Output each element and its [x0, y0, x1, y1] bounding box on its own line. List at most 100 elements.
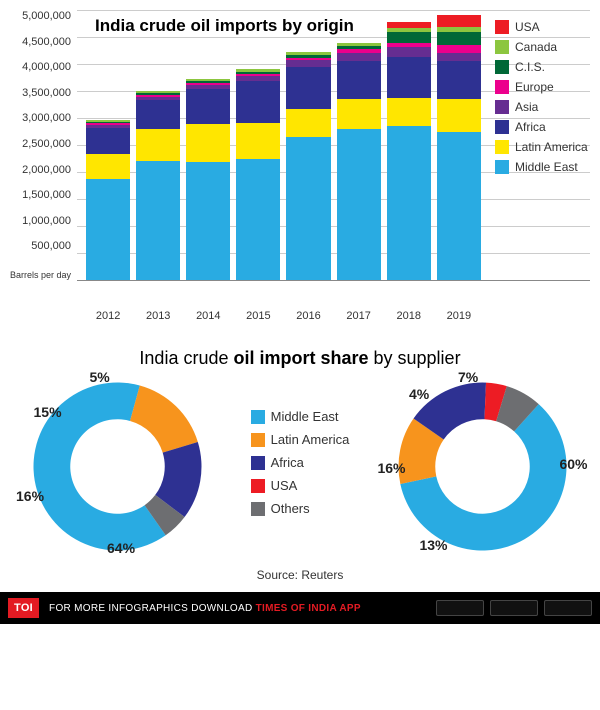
y-tick: 4,500,000	[22, 36, 71, 48]
bar-segment-latin_america	[387, 98, 431, 127]
legend-item: Others	[251, 501, 350, 516]
bar-column	[236, 69, 280, 280]
legend-item: USA	[495, 20, 590, 34]
swatch	[251, 433, 265, 447]
bar-column	[387, 22, 431, 280]
bar-segment-africa	[136, 100, 180, 129]
bar-segment-cis	[387, 32, 431, 43]
legend-label: Latin America	[271, 432, 350, 447]
bar-column	[337, 43, 381, 280]
y-tick: 2,500,000	[22, 138, 71, 150]
bar-segment-africa	[86, 128, 130, 154]
bar-segment-africa	[437, 61, 481, 99]
bar-legend: USACanadaC.I.S.EuropeAsiaAfricaLatin Ame…	[495, 20, 590, 180]
footer: TOI FOR MORE INFOGRAPHICS DOWNLOAD TIMES…	[0, 592, 600, 624]
swatch	[495, 140, 509, 154]
toi-badge: TOI	[8, 598, 39, 618]
bar-segment-middle_east	[186, 162, 230, 280]
swatch	[251, 479, 265, 493]
bar-segment-middle_east	[86, 179, 130, 280]
bar-segment-africa	[387, 57, 431, 98]
donut-title: India crude oil import share by supplier	[10, 348, 590, 369]
y-tick: 1,500,000	[22, 189, 71, 201]
legend-item: Middle East	[495, 160, 590, 174]
bar-chart: 5,000,0004,500,0004,000,0003,500,0003,00…	[10, 10, 590, 330]
bar-segment-asia	[437, 53, 481, 61]
donut-label: 16%	[16, 488, 44, 504]
bar-segment-africa	[236, 81, 280, 123]
legend-item: Africa	[251, 455, 350, 470]
donut-label: 7%	[458, 369, 478, 385]
legend-label: Others	[271, 501, 310, 516]
swatch	[495, 120, 509, 134]
chart-title: India crude oil imports by origin	[95, 16, 354, 36]
legend-item: Canada	[495, 40, 590, 54]
bar-segment-latin_america	[86, 154, 130, 179]
x-tick: 2016	[296, 310, 320, 322]
donut-left: 64%16%15%5%	[30, 379, 205, 554]
donut-slice	[130, 386, 198, 453]
donut-label: 60%	[559, 456, 587, 472]
donut-section: India crude oil import share by supplier…	[10, 348, 590, 582]
app-store-icon[interactable]	[436, 600, 484, 616]
bar-segment-latin_america	[337, 99, 381, 129]
source: Source: Reuters	[10, 568, 590, 582]
bar-segment-latin_america	[236, 123, 280, 158]
bar-segment-africa	[286, 67, 330, 109]
title-bold: oil import share	[233, 348, 368, 368]
legend-item: Europe	[495, 80, 590, 94]
google-play-icon[interactable]	[490, 600, 538, 616]
bar-segment-europe	[437, 45, 481, 53]
bar-segment-latin_america	[286, 109, 330, 137]
swatch	[495, 40, 509, 54]
title-pre: India crude	[139, 348, 233, 368]
legend-label: Europe	[515, 80, 554, 94]
swatch	[495, 80, 509, 94]
swatch	[251, 502, 265, 516]
bar-column	[136, 91, 180, 280]
bar-column	[186, 79, 230, 280]
legend-item: Middle East	[251, 409, 350, 424]
store-badges	[436, 600, 592, 616]
bar-segment-middle_east	[337, 129, 381, 280]
y-label: Barrels per day	[10, 270, 71, 280]
x-tick: 2014	[196, 310, 220, 322]
x-tick: 2015	[246, 310, 270, 322]
bar-segment-middle_east	[387, 126, 431, 280]
donut-label: 4%	[409, 386, 429, 402]
bar-segment-asia	[337, 53, 381, 61]
legend-label: USA	[271, 478, 298, 493]
bar-column	[86, 120, 130, 280]
y-tick: 5,000,000	[22, 10, 71, 22]
donut-label: 5%	[90, 369, 110, 385]
bar-segment-latin_america	[186, 124, 230, 162]
bar-segment-cis	[437, 32, 481, 46]
bar-column	[286, 52, 330, 280]
bar-segment-middle_east	[136, 161, 180, 280]
bar-segment-middle_east	[437, 132, 481, 281]
donut-label: 16%	[377, 460, 405, 476]
bars	[77, 10, 490, 280]
y-tick: 3,500,000	[22, 87, 71, 99]
swatch	[251, 456, 265, 470]
x-tick: 2013	[146, 310, 170, 322]
bar-segment-africa	[337, 61, 381, 99]
swatch	[251, 410, 265, 424]
donut-label: 15%	[34, 404, 62, 420]
donut-legend: Middle East Latin America Africa USA Others	[251, 409, 350, 524]
legend-item: Asia	[495, 100, 590, 114]
donut-right: 60%13%16%4%7%	[395, 379, 570, 554]
swatch	[495, 20, 509, 34]
x-tick: 2017	[346, 310, 370, 322]
bar-segment-latin_america	[437, 99, 481, 131]
y-axis: 5,000,0004,500,0004,000,0003,500,0003,00…	[10, 10, 77, 280]
x-tick: 2019	[447, 310, 471, 322]
bar-segment-latin_america	[136, 129, 180, 161]
y-tick: 1,000,000	[22, 215, 71, 227]
windows-phone-icon[interactable]	[544, 600, 592, 616]
title-post: by supplier	[369, 348, 461, 368]
legend-label: Africa	[515, 120, 546, 134]
legend-label: Asia	[515, 100, 538, 114]
bar-segment-usa	[437, 15, 481, 27]
y-tick: 4,000,000	[22, 61, 71, 73]
